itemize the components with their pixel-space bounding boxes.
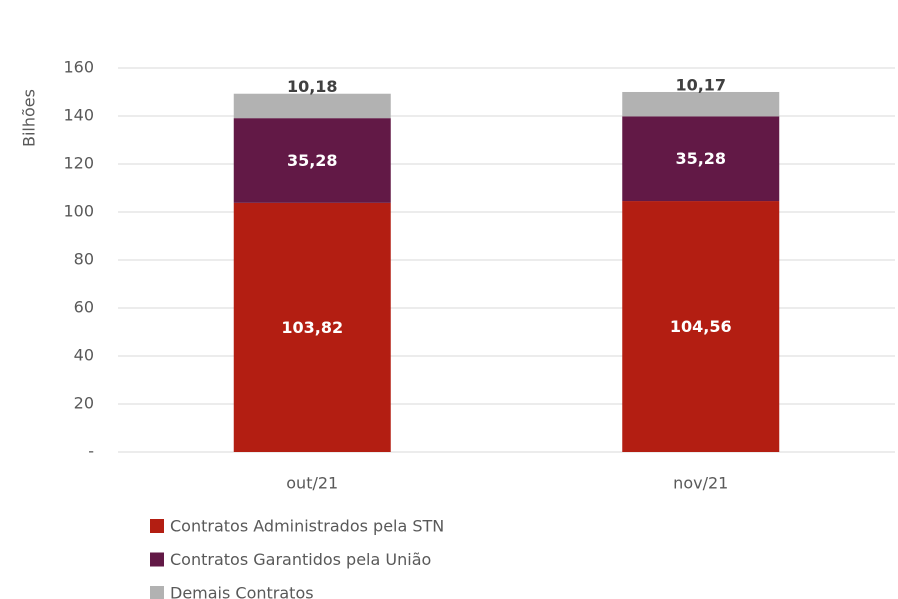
y-axis-label: Bilhões: [20, 89, 39, 147]
legend-swatch: [150, 586, 164, 599]
y-tick-label: -: [88, 442, 94, 461]
legend-label: Demais Contratos: [170, 584, 314, 599]
data-label: 103,82: [281, 318, 343, 337]
x-tick-label: out/21: [286, 474, 338, 493]
y-tick-label: 20: [74, 394, 94, 413]
y-tick-label: 120: [63, 154, 94, 173]
bar-segment: [622, 201, 780, 452]
data-label: 10,18: [287, 77, 338, 96]
bar-segment: [233, 202, 391, 452]
y-tick-label: 140: [63, 106, 94, 125]
legend-label: Contratos Garantidos pela União: [170, 550, 431, 569]
data-label: 35,28: [675, 149, 726, 168]
data-label: 104,56: [670, 317, 732, 336]
legend-swatch: [150, 519, 164, 533]
bar-segment: [622, 116, 780, 202]
y-tick-label: 60: [74, 298, 94, 317]
data-label: 35,28: [287, 151, 338, 170]
y-tick-label: 80: [74, 250, 94, 269]
legend-label: Contratos Administrados pela STN: [170, 517, 444, 536]
y-tick-label: 160: [63, 58, 94, 77]
y-tick-label: 40: [74, 346, 94, 365]
data-label: 10,17: [675, 75, 726, 94]
bar-segment: [622, 91, 780, 117]
y-tick-label: 100: [63, 202, 94, 221]
legend-swatch: [150, 552, 164, 567]
x-tick-label: nov/21: [673, 474, 728, 493]
bar-segment: [233, 118, 391, 203]
bar-segment: [233, 93, 391, 119]
